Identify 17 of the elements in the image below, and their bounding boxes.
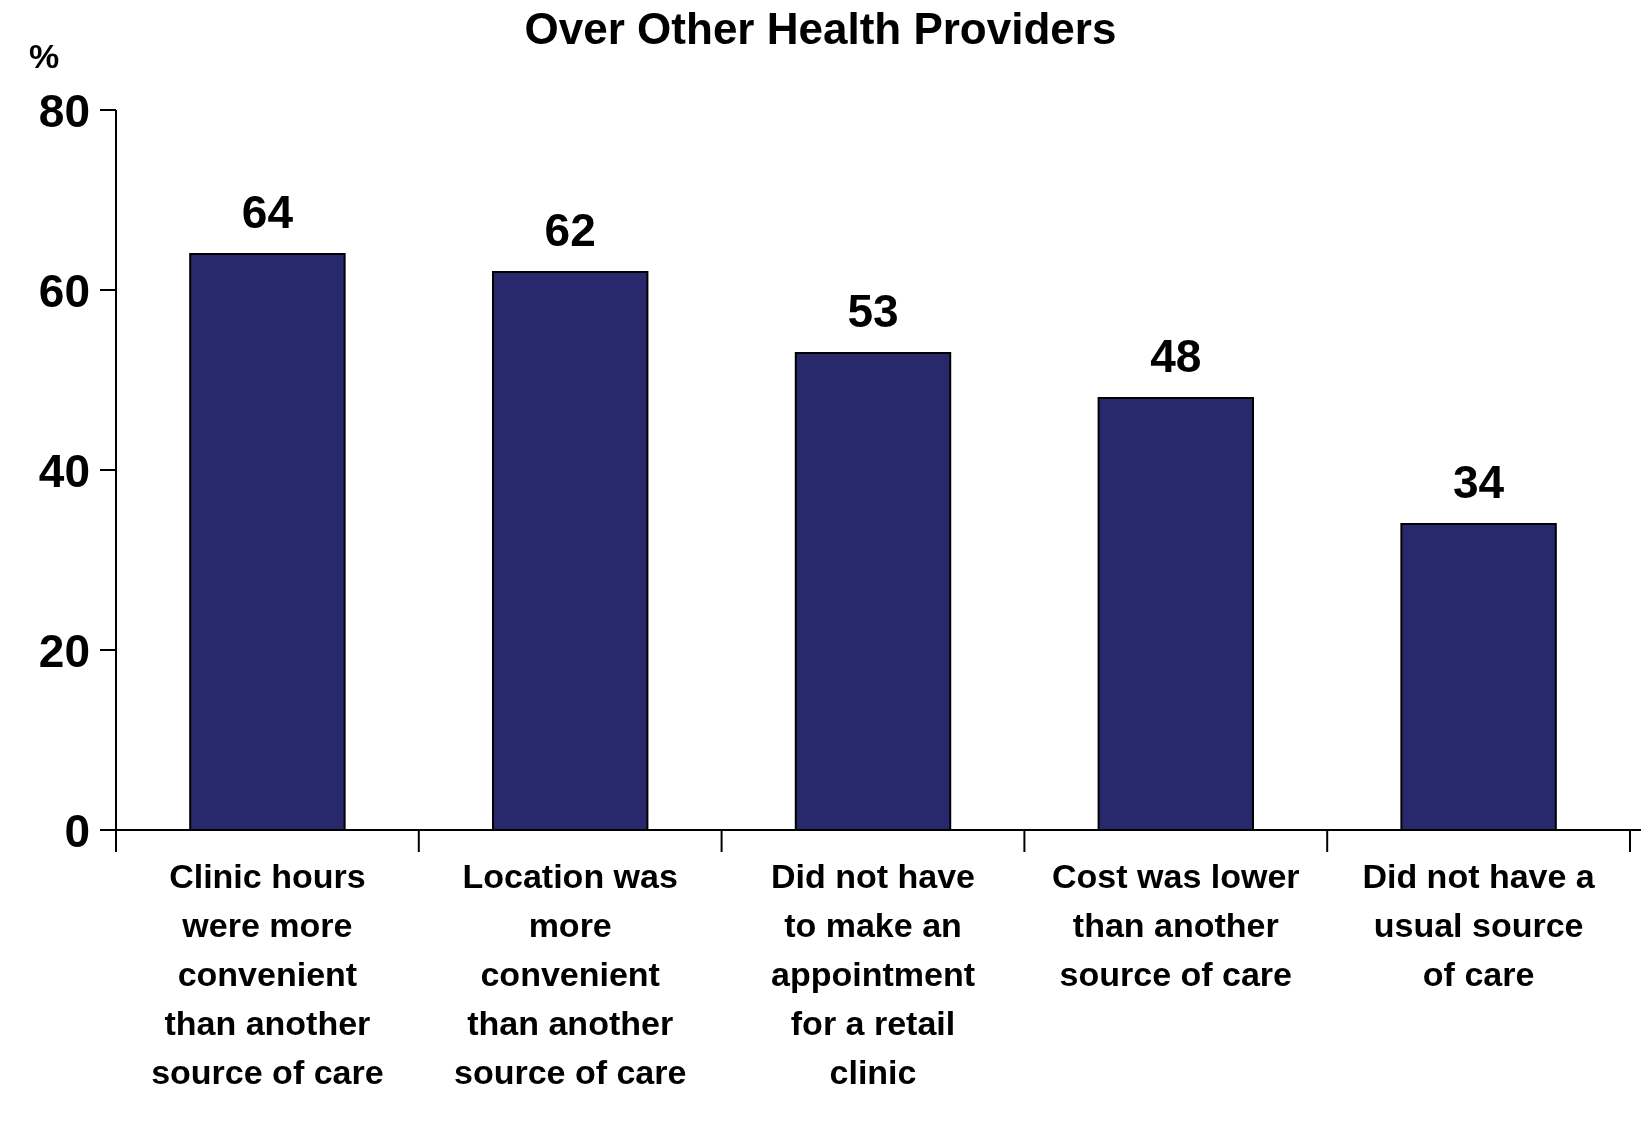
- y-tick-label: 0: [64, 804, 90, 857]
- y-tick-label: 40: [38, 444, 90, 497]
- y-tick-label: 60: [38, 264, 90, 317]
- data-label: 53: [847, 285, 899, 337]
- data-label: 64: [241, 186, 294, 238]
- x-tick-label: Cost was lower than another source of care: [1052, 857, 1300, 993]
- x-tick-label: Clinic hours were more convenient than another source of care: [151, 857, 384, 1091]
- x-tick-label: Location was more convenient than another source of care: [453, 857, 687, 1091]
- y-tick-label: 80: [38, 84, 90, 137]
- x-tick-label: Did not have to make an appointment for a retail clinic: [770, 857, 976, 1091]
- data-label: 48: [1150, 330, 1202, 382]
- data-label: 62: [544, 204, 596, 256]
- y-axis-title: %: [28, 37, 60, 75]
- x-tick-label: Did not have a usual source of care: [1362, 857, 1596, 993]
- y-tick-label: 20: [38, 624, 90, 677]
- data-label: 34: [1453, 456, 1505, 508]
- chart-title: Over Other Health Providers: [524, 4, 1117, 53]
